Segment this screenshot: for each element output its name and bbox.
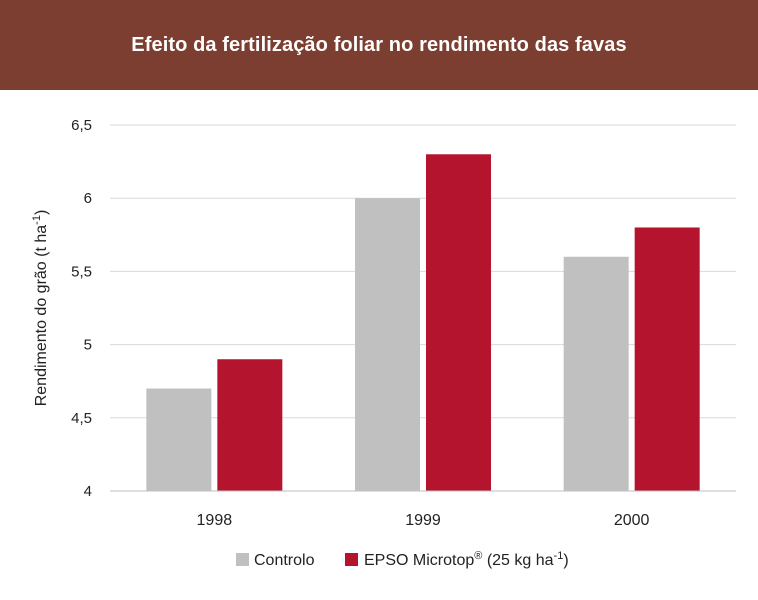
y-tick-label: 4,5	[71, 410, 92, 427]
legend: Controlo EPSO Microtop® (25 kg ha-1)	[236, 550, 569, 569]
bar-epso-1999	[426, 154, 491, 491]
y-tick-label: 5,5	[71, 263, 92, 280]
chart-title: Efeito da fertilização foliar no rendime…	[131, 33, 627, 56]
chart-header: Efeito da fertilização foliar no rendime…	[0, 0, 758, 90]
bar-epso-2000	[634, 227, 700, 492]
x-tick-label: 1998	[197, 512, 233, 529]
y-tick-label: 4	[84, 483, 92, 500]
grid-layer	[110, 124, 736, 419]
bar-controlo-1998	[146, 388, 212, 491]
label-layer: 4 4,5 5 5,5 6 6,5 1998 1999 2000 Rendimento do gr…	[31, 117, 650, 529]
bar-controlo-1999	[355, 198, 420, 491]
bar-chart: 4 4,5 5 5,5 6 6,5 1998 1999 2000 Rendimento do gr…	[31, 117, 736, 569]
legend-swatch-controlo	[236, 553, 249, 566]
bar-layer	[146, 154, 700, 492]
x-tick-label: 1999	[405, 512, 441, 529]
y-tick-label: 6,5	[71, 117, 92, 134]
y-tick-label: 5	[84, 337, 92, 354]
y-axis-label: Rendimento do grão (t ha-1)	[31, 210, 50, 407]
legend-swatch-epso	[345, 553, 358, 566]
x-tick-label: 2000	[614, 512, 650, 529]
legend-label-controlo: Controlo	[254, 552, 315, 569]
legend-label-epso: EPSO Microtop® (25 kg ha-1)	[364, 550, 569, 569]
bar-epso-1998	[217, 359, 283, 491]
y-tick-label: 6	[84, 190, 92, 207]
bar-controlo-2000	[563, 256, 629, 491]
